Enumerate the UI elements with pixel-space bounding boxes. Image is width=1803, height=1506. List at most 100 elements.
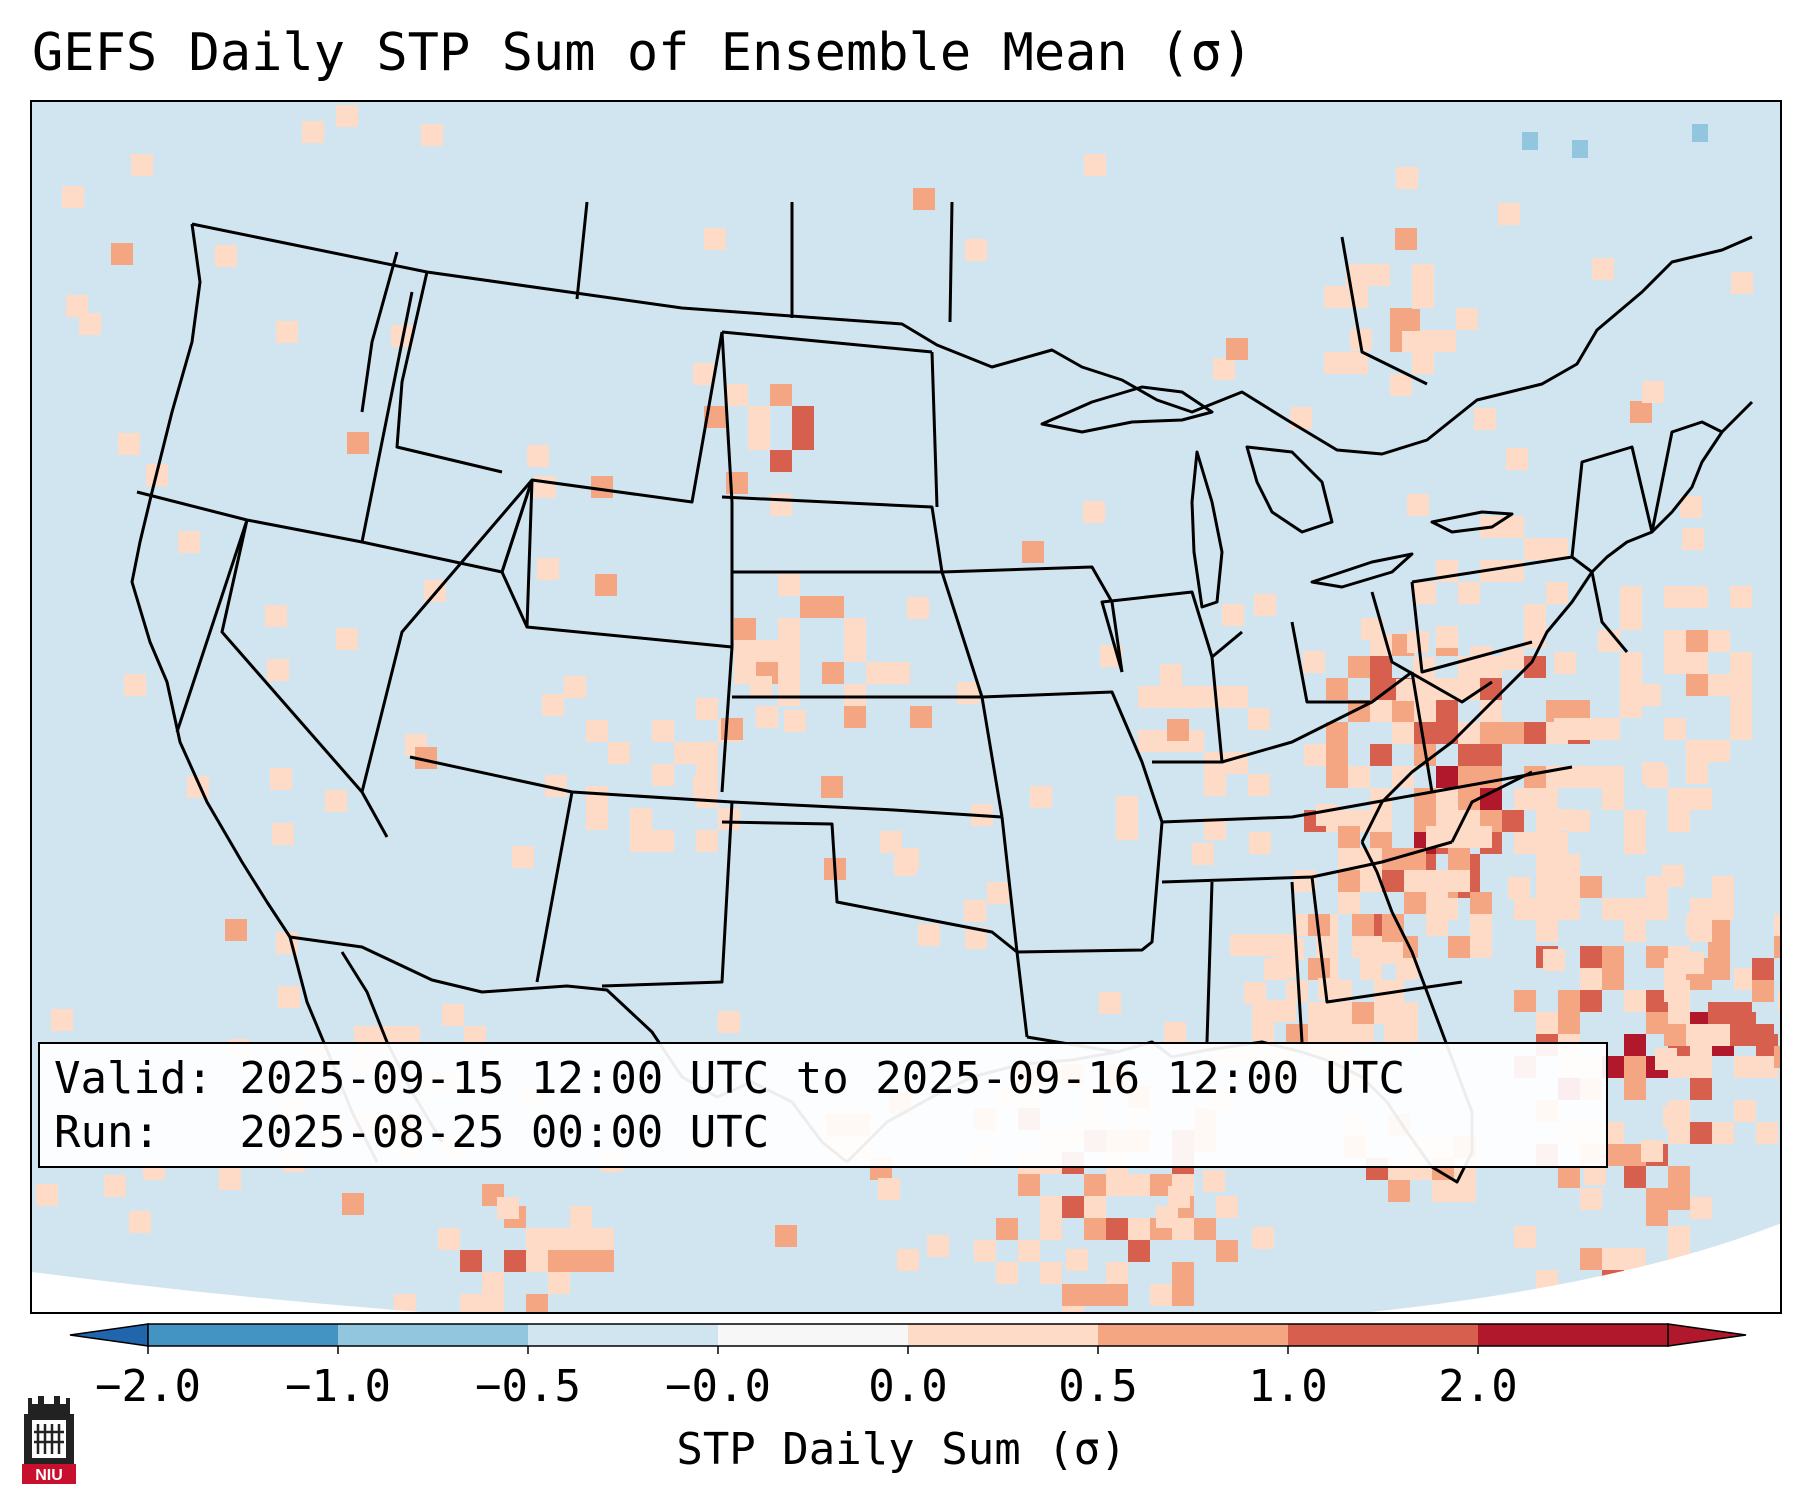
stp-anomaly-cell xyxy=(1558,898,1580,920)
stp-anomaly-cell xyxy=(1308,1002,1330,1024)
stp-anomaly-cell xyxy=(1346,352,1368,374)
state-border xyxy=(930,351,939,508)
stp-anomaly-cell xyxy=(1062,1284,1084,1306)
stp-anomaly-cell xyxy=(1646,898,1668,920)
stp-anomaly-cell xyxy=(1708,1024,1730,1046)
stp-anomaly-cell xyxy=(1730,1024,1752,1046)
stp-anomaly-cell xyxy=(1040,1262,1062,1284)
stp-anomaly-cell xyxy=(1690,1197,1712,1219)
stp-anomaly-cell xyxy=(1226,686,1248,708)
stp-anomaly-cell xyxy=(1128,1218,1150,1240)
stp-anomaly-cell xyxy=(1655,1048,1677,1070)
colorbar-extend-low xyxy=(69,1323,149,1347)
stp-anomaly-cell xyxy=(1554,652,1576,674)
stp-anomaly-cell xyxy=(1580,968,1602,990)
stp-anomaly-cell xyxy=(1778,990,1780,1012)
stp-anomaly-cell xyxy=(844,640,866,662)
stp-anomaly-cell xyxy=(1388,1180,1410,1202)
stp-anomaly-cell xyxy=(62,186,84,208)
stp-anomaly-cell xyxy=(1368,264,1390,286)
colorbar-tick-label: 2.0 xyxy=(1438,1361,1518,1412)
stp-anomaly-cell xyxy=(1402,330,1424,352)
stp-anomaly-cell xyxy=(1172,1284,1194,1306)
stp-anomaly-cell xyxy=(718,808,740,830)
stp-anomaly-cell xyxy=(1338,848,1360,870)
canada-province-border xyxy=(575,201,589,300)
stp-anomaly-cell xyxy=(1436,700,1458,722)
stp-anomaly-cell xyxy=(1708,958,1730,980)
stp-anomaly-cell xyxy=(1734,968,1756,990)
stp-anomaly-cell xyxy=(821,776,843,798)
stp-anomaly-cell xyxy=(542,694,564,716)
colorbar-tick-label: 0.5 xyxy=(1058,1361,1138,1412)
stp-anomaly-cell xyxy=(591,476,613,498)
stp-anomaly-cell xyxy=(1138,730,1160,752)
stp-anomaly-cell xyxy=(1502,516,1524,538)
stp-anomaly-cell xyxy=(1598,718,1620,740)
stp-anomaly-cell xyxy=(1346,286,1368,308)
stp-anomaly-cell xyxy=(1398,309,1420,331)
stp-anomaly-cell xyxy=(1412,286,1434,308)
stp-anomaly-cell xyxy=(1554,718,1576,740)
state-border xyxy=(720,331,734,647)
stp-anomaly-cell xyxy=(1390,374,1412,396)
stp-anomaly-cell xyxy=(1480,722,1502,744)
stp-anomaly-cell xyxy=(1602,788,1624,810)
valid-run-info-box: Valid: 2025-09-15 12:00 UTC to 2025-09-1… xyxy=(38,1042,1608,1168)
stp-anomaly-cell xyxy=(1624,1034,1646,1056)
stp-anomaly-cell xyxy=(1392,700,1414,722)
stp-anomaly-cell xyxy=(1646,946,1668,968)
stp-anomaly-cell xyxy=(592,1228,614,1250)
stp-anomaly-cell xyxy=(1602,766,1624,788)
stp-anomaly-cell xyxy=(512,846,534,868)
stp-anomaly-cell xyxy=(1558,1166,1580,1188)
stp-anomaly-cell xyxy=(1062,1306,1084,1312)
state-border xyxy=(395,271,503,474)
stp-anomaly-cell xyxy=(770,494,792,516)
stp-anomaly-cell xyxy=(756,640,778,662)
state-border xyxy=(175,519,249,733)
stp-anomaly-cell xyxy=(1558,854,1580,876)
state-border xyxy=(1410,581,1533,674)
stp-anomaly-cell xyxy=(564,676,586,698)
stp-anomaly-cell xyxy=(880,831,902,853)
stp-anomaly-cell xyxy=(1249,832,1271,854)
stp-anomaly-cell xyxy=(1324,286,1346,308)
stp-anomaly-cell xyxy=(270,768,292,790)
stp-anomaly-cell xyxy=(1580,946,1602,968)
stp-anomaly-cell xyxy=(1546,700,1568,722)
stp-anomaly-cell xyxy=(1602,1248,1624,1270)
stp-anomaly-cell xyxy=(1226,338,1248,360)
stp-anomaly-cell xyxy=(1164,1022,1186,1044)
stp-anomaly-cell xyxy=(548,1250,570,1272)
stp-anomaly-cell xyxy=(1290,407,1312,429)
stp-anomaly-cell xyxy=(265,605,287,627)
state-border xyxy=(1450,770,1533,843)
stp-anomaly-cell xyxy=(1514,990,1536,1012)
stp-anomaly-cell xyxy=(1156,1206,1178,1228)
stp-anomaly-cell xyxy=(778,618,800,640)
state-border xyxy=(1290,881,1304,1043)
stp-anomaly-cell xyxy=(1522,132,1538,150)
stp-anomaly-cell xyxy=(1252,934,1274,956)
stp-anomaly-cell xyxy=(918,924,940,946)
stp-anomaly-cell xyxy=(1730,1002,1752,1024)
stp-anomaly-cell xyxy=(1412,264,1434,286)
stp-anomaly-cell xyxy=(1686,674,1708,696)
stp-anomaly-cell xyxy=(1244,982,1266,1004)
stp-anomaly-cell xyxy=(1384,1024,1406,1046)
state-border xyxy=(721,495,944,573)
stp-anomaly-cell xyxy=(674,742,696,764)
stp-anomaly-cell xyxy=(1624,832,1646,854)
stp-anomaly-cell xyxy=(595,574,617,596)
stp-anomaly-cell xyxy=(704,228,726,250)
stp-anomaly-cell xyxy=(1680,496,1702,518)
stp-anomaly-cell xyxy=(1664,586,1686,608)
stp-anomaly-cell xyxy=(1426,914,1448,936)
stp-anomaly-cell xyxy=(1580,1248,1602,1270)
stp-anomaly-cell xyxy=(1470,914,1492,936)
stp-anomaly-cell xyxy=(1318,978,1340,1000)
stp-anomaly-cell xyxy=(1480,744,1502,766)
stp-anomaly-cell xyxy=(696,698,718,720)
stp-anomaly-cell xyxy=(1436,626,1458,648)
